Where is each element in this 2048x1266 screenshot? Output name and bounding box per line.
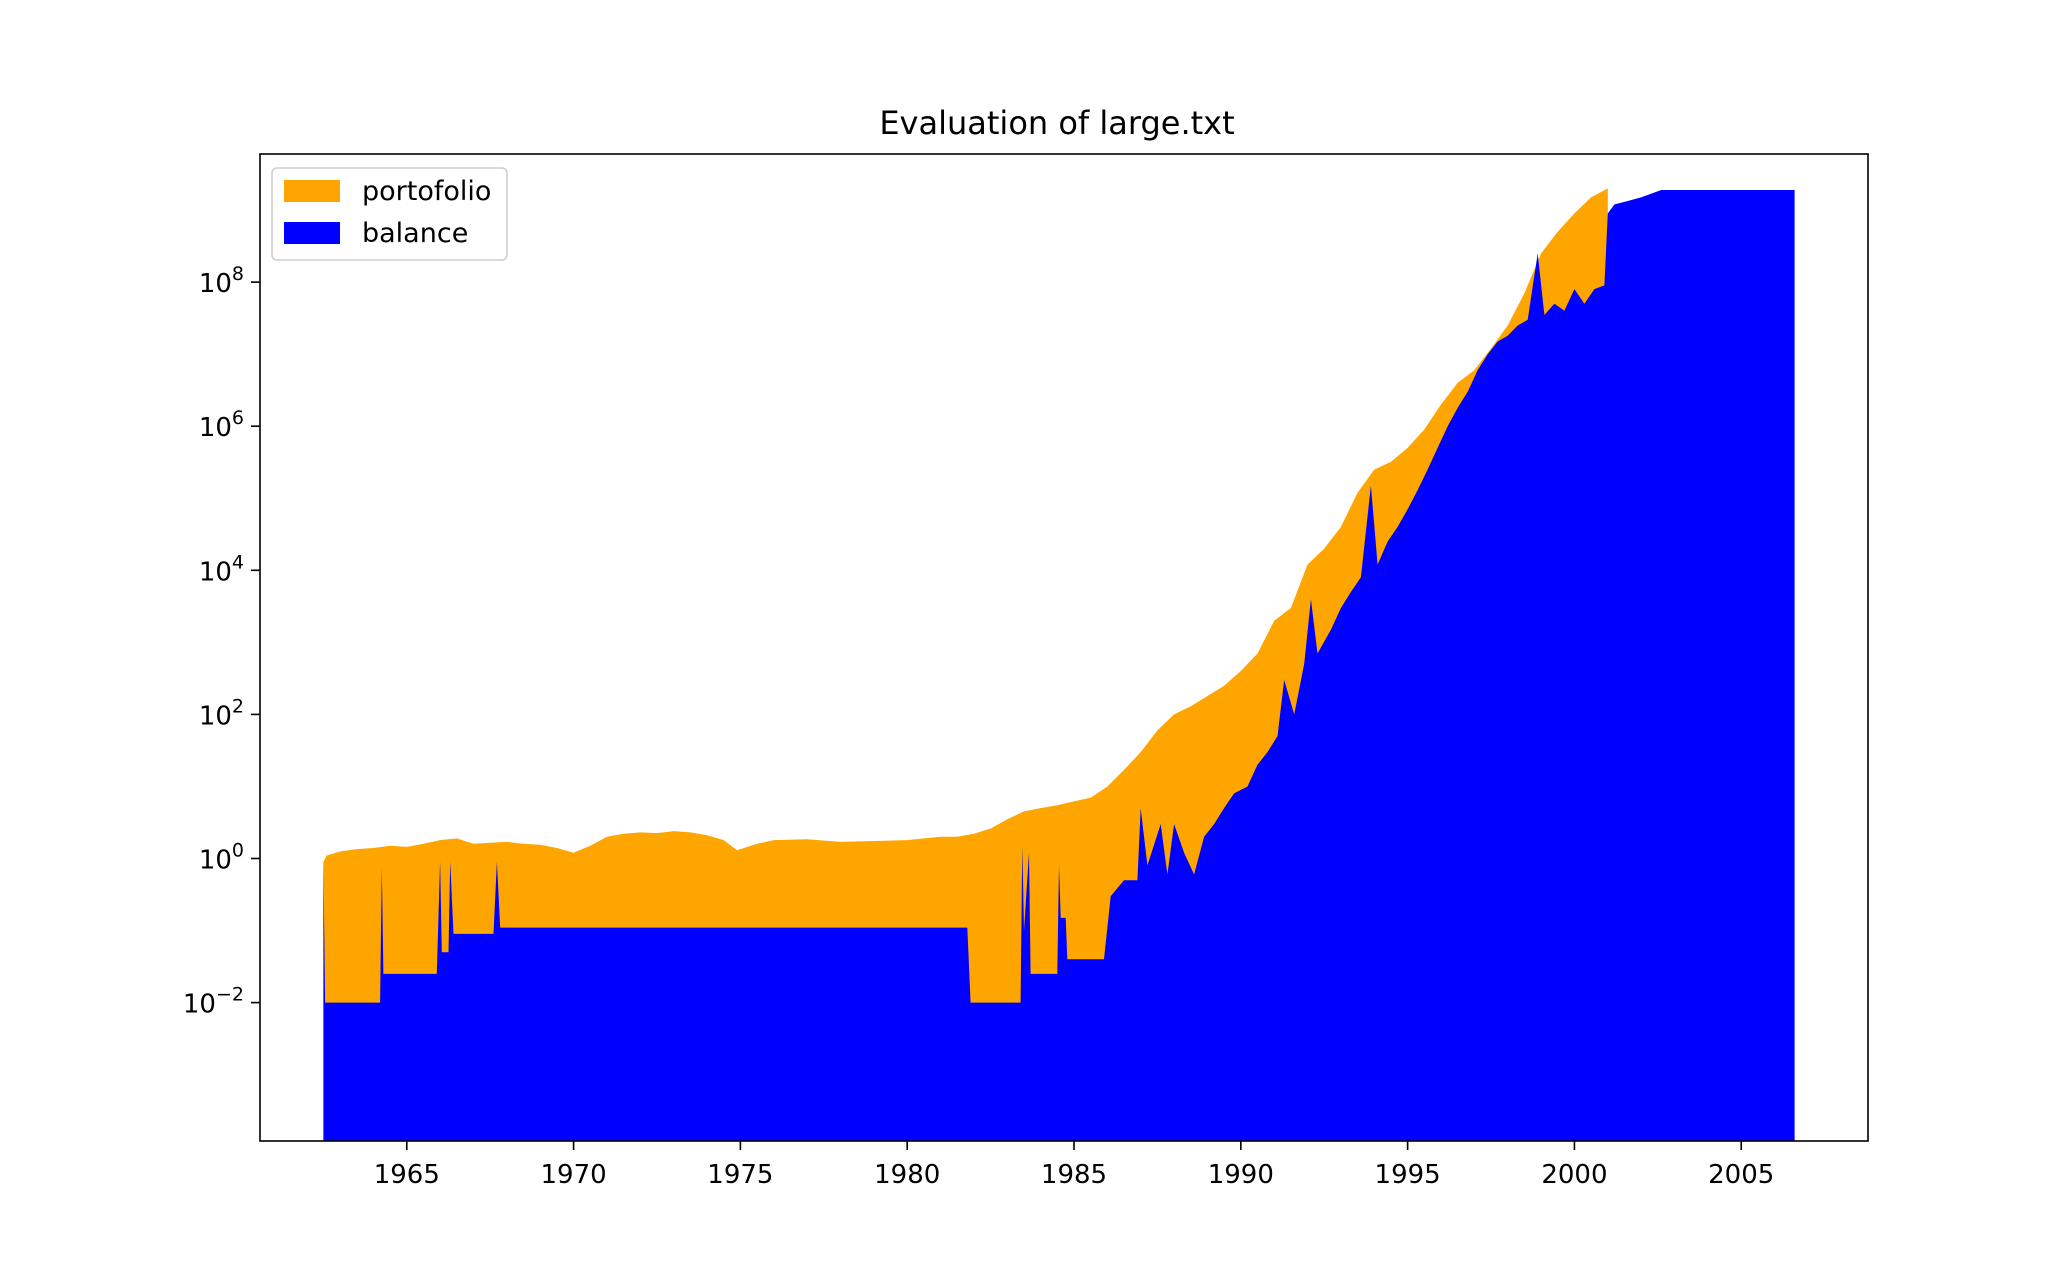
x-tick-label: 1985 bbox=[1041, 1160, 1107, 1190]
legend: portofolio balance bbox=[271, 167, 508, 261]
x-tick-label: 1980 bbox=[874, 1160, 940, 1190]
x-tick-label: 1995 bbox=[1375, 1160, 1441, 1190]
x-tick-label: 1975 bbox=[707, 1160, 773, 1190]
series-area-balance bbox=[323, 190, 1795, 1141]
y-tick-label: 106 bbox=[199, 407, 244, 443]
chart-title: Evaluation of large.txt bbox=[879, 104, 1234, 142]
y-tick-label: 10−2 bbox=[183, 984, 244, 1020]
legend-label-portofolio: portofolio bbox=[362, 176, 491, 207]
legend-swatch-balance bbox=[284, 222, 340, 244]
y-tick-label: 102 bbox=[199, 695, 244, 731]
x-axis: 1965 1970 1975 1980 1985 1990 1995 2000 2005 bbox=[374, 1141, 1774, 1190]
plot-area bbox=[259, 153, 1869, 1142]
axes-frame bbox=[259, 153, 1869, 1142]
y-tick-label: 108 bbox=[199, 263, 244, 299]
x-tick-label: 2005 bbox=[1708, 1160, 1774, 1190]
legend-swatch-portofolio bbox=[284, 180, 340, 202]
x-tick-label: 1990 bbox=[1208, 1160, 1274, 1190]
x-tick-label: 1970 bbox=[541, 1160, 607, 1190]
y-tick-label: 104 bbox=[199, 551, 244, 587]
y-tick-label: 100 bbox=[199, 840, 244, 876]
y-axis: 10−2 100 102 104 106 108 bbox=[183, 263, 260, 1020]
x-tick-label: 2000 bbox=[1541, 1160, 1607, 1190]
x-tick-label: 1965 bbox=[374, 1160, 440, 1190]
legend-label-balance: balance bbox=[362, 218, 468, 249]
